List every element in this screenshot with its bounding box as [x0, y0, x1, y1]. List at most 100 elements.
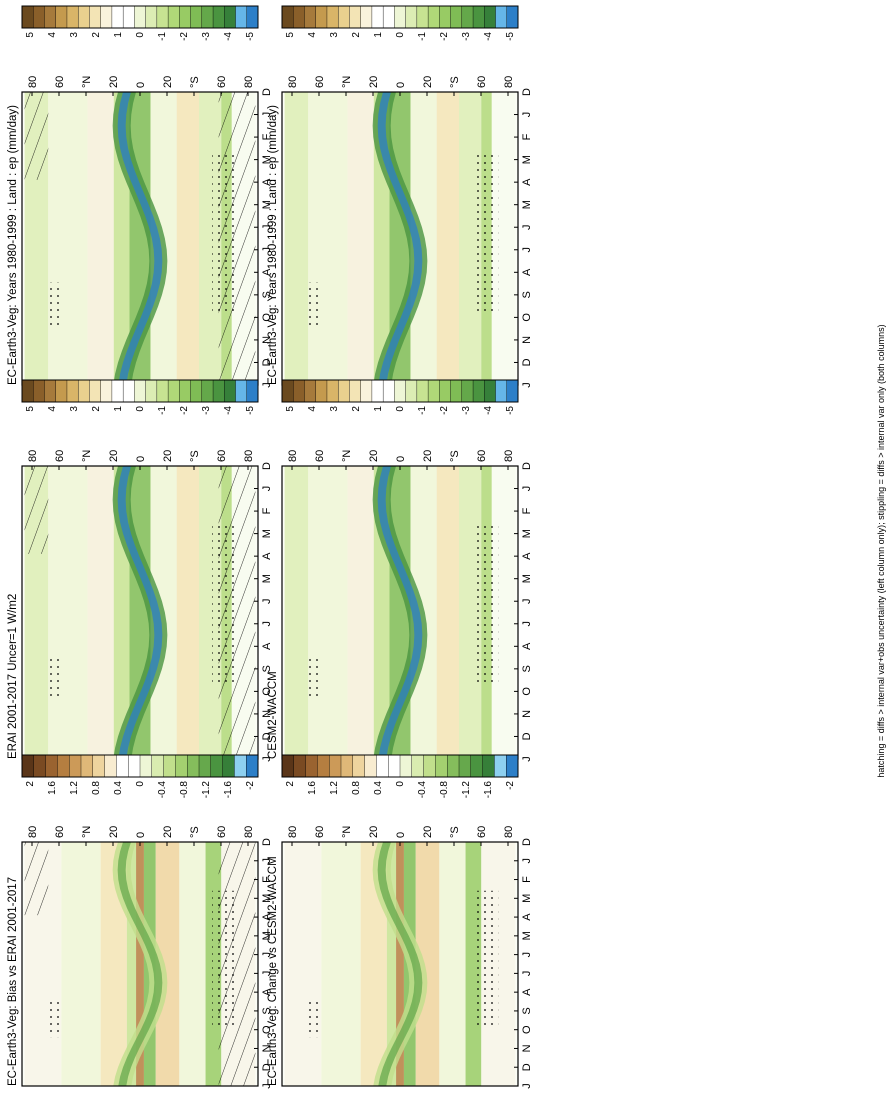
colorbar-label: -0.8	[179, 781, 190, 799]
colorbar-label: -4	[223, 32, 234, 41]
month-tick-label: J	[261, 224, 273, 230]
colorbar-label: -0.4	[157, 781, 168, 799]
field-band	[308, 466, 348, 759]
colorbar-swatch	[439, 379, 452, 403]
colorbar-swatch	[360, 379, 373, 403]
colorbar-swatch	[210, 754, 224, 778]
lat-tick-label: °N	[341, 826, 353, 838]
colorbar-label: 5	[25, 406, 36, 412]
lat-axis: 80 60 °N 20 0 20 °S 60 80	[27, 826, 255, 846]
colorbar-swatch	[461, 379, 474, 403]
month-tick-label: J	[521, 112, 533, 118]
colorbar-label: -1.2	[461, 781, 472, 799]
colorbar-swatch	[179, 5, 192, 29]
lat-tick-label: °N	[341, 450, 353, 462]
colorbar-label: -1	[157, 406, 168, 415]
month-tick-label: D	[521, 462, 533, 470]
colorbar-swatch	[495, 5, 508, 29]
field-band	[284, 466, 309, 759]
lat-tick-label: 20	[162, 76, 174, 88]
lat-axis: 80 60 °N 20 0 20 °S 60 80	[287, 826, 515, 846]
lat-tick-label: °N	[81, 826, 93, 838]
month-tick-label: D	[521, 358, 533, 366]
month-tick-label: A	[521, 913, 533, 921]
panel-title: CESM2-WACCM	[267, 671, 279, 759]
panel-title: EC-Earth3-Veg: Years 1980-1999 : Land : …	[267, 105, 279, 385]
colorbar-swatch	[484, 379, 497, 403]
plot-area	[281, 841, 519, 1087]
colorbar-swatch	[190, 379, 203, 403]
itcz-core	[377, 92, 423, 385]
lat-tick-label: 60	[54, 826, 66, 838]
colorbar-swatch	[44, 5, 57, 29]
field-band	[179, 842, 206, 1086]
lat-tick-label: °S	[449, 76, 461, 88]
lat-tick-label: °S	[449, 450, 461, 462]
field-band	[386, 842, 397, 1086]
colorbar: 5 4 3 2 1 0 -1 -2 -3 -4 -5	[21, 5, 259, 41]
month-tick-label: D	[521, 838, 533, 846]
panel-p1: 5 4 3 2 1 0 -1 -2 -3 -4 -5 80 60 °N 20 0 20 °S 60 80 D J F M A M J…	[7, 5, 273, 388]
colorbar-swatch	[293, 754, 307, 778]
colorbar-label: -5	[505, 406, 516, 415]
colorbar-label: 1	[373, 32, 384, 38]
colorbar-swatch	[33, 754, 47, 778]
colorbar-swatch	[163, 754, 176, 778]
colorbar-swatch	[104, 754, 117, 778]
lat-tick-label: 60	[476, 826, 488, 838]
lat-tick-label: 60	[314, 76, 326, 88]
lat-axis: 80 60 °N 20 0 20 °S 60 80	[287, 450, 515, 470]
lat-tick-label: 20	[422, 450, 434, 462]
colorbar-swatch	[293, 5, 305, 29]
colorbar-label: -3	[201, 406, 212, 415]
lat-tick-label: °N	[81, 450, 93, 462]
colorbar-label: -5	[505, 32, 516, 41]
month-tick-label: J	[521, 247, 533, 253]
month-tick-label: J	[261, 621, 273, 627]
colorbar-swatch	[21, 5, 34, 29]
month-tick-label: O	[521, 1025, 533, 1034]
colorbar-swatch	[151, 754, 165, 778]
colorbar-label: 1.2	[329, 781, 340, 795]
plot-area	[21, 91, 259, 386]
colorbar-label: 0	[395, 32, 406, 38]
month-tick-label: J	[521, 971, 533, 977]
stippling	[212, 524, 239, 686]
month-tick-label: M	[261, 574, 273, 583]
itcz-core	[117, 842, 163, 1086]
stippling	[305, 282, 322, 327]
month-tick-label: J	[521, 952, 533, 958]
colorbar-label: 1	[113, 32, 124, 38]
panel-title: EC-Earth3-Veg: Change vs CESM2-WACCM	[267, 856, 279, 1086]
colorbar-swatch	[495, 379, 508, 403]
colorbar-swatch	[122, 5, 135, 29]
field-band	[396, 842, 404, 1086]
colorbar-label: -0.8	[439, 781, 450, 799]
month-tick-label: J	[261, 112, 273, 118]
month-tick-label: J	[261, 1083, 273, 1089]
colorbar-label: -2	[439, 32, 450, 41]
itcz-core	[377, 466, 423, 759]
colorbar-label: 0	[135, 781, 146, 787]
colorbar-label: -5	[245, 406, 256, 415]
month-tick-label: J	[521, 382, 533, 388]
lat-tick-label: 20	[108, 450, 120, 462]
month-tick-label: D	[261, 358, 273, 366]
month-tick-label: N	[521, 710, 533, 718]
colorbar-label: -1.6	[223, 781, 234, 799]
month-tick-label: N	[521, 336, 533, 344]
colorbar-swatch	[394, 379, 407, 403]
colorbar-swatch	[349, 379, 362, 403]
month-tick-label: O	[261, 313, 273, 322]
lat-tick-label: 0	[395, 82, 407, 88]
month-tick-label: A	[261, 988, 273, 996]
colorbar-label: -2	[179, 406, 190, 415]
colorbar-swatch	[33, 379, 45, 403]
lat-tick-label: 80	[287, 450, 299, 462]
month-tick-label: N	[261, 710, 273, 718]
colorbar-label: 4	[307, 406, 318, 412]
field-band	[176, 92, 199, 385]
colorbar-swatch	[484, 5, 497, 29]
lat-tick-label: 20	[108, 826, 120, 838]
